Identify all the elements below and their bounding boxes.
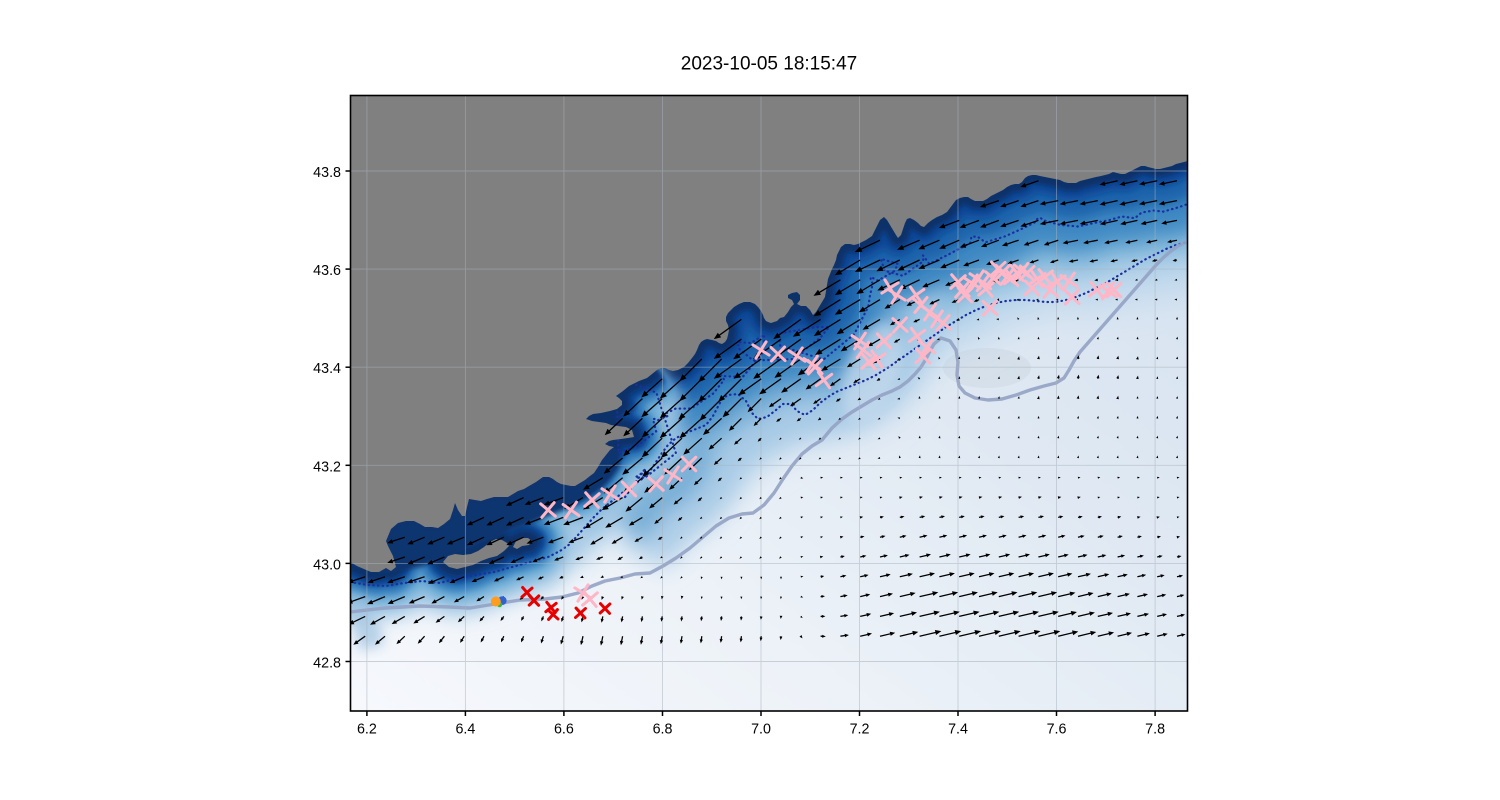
svg-text:2023-10-05 18:15:47: 2023-10-05 18:15:47 [681, 54, 857, 75]
svg-text:7.4: 7.4 [948, 722, 968, 738]
svg-text:7.0: 7.0 [751, 722, 771, 738]
svg-text:7.8: 7.8 [1145, 722, 1165, 738]
svg-text:42.8: 42.8 [313, 656, 341, 672]
svg-text:6.2: 6.2 [357, 722, 377, 738]
svg-text:43.6: 43.6 [313, 263, 341, 279]
svg-text:7.6: 7.6 [1047, 722, 1067, 738]
svg-text:6.4: 6.4 [455, 722, 475, 738]
svg-text:7.2: 7.2 [850, 722, 870, 738]
svg-text:6.6: 6.6 [554, 722, 574, 738]
svg-text:6.8: 6.8 [653, 722, 673, 738]
svg-text:43.2: 43.2 [313, 459, 341, 475]
svg-text:43.4: 43.4 [313, 361, 341, 377]
svg-text:43.0: 43.0 [313, 557, 341, 573]
svg-text:43.8: 43.8 [313, 165, 341, 181]
